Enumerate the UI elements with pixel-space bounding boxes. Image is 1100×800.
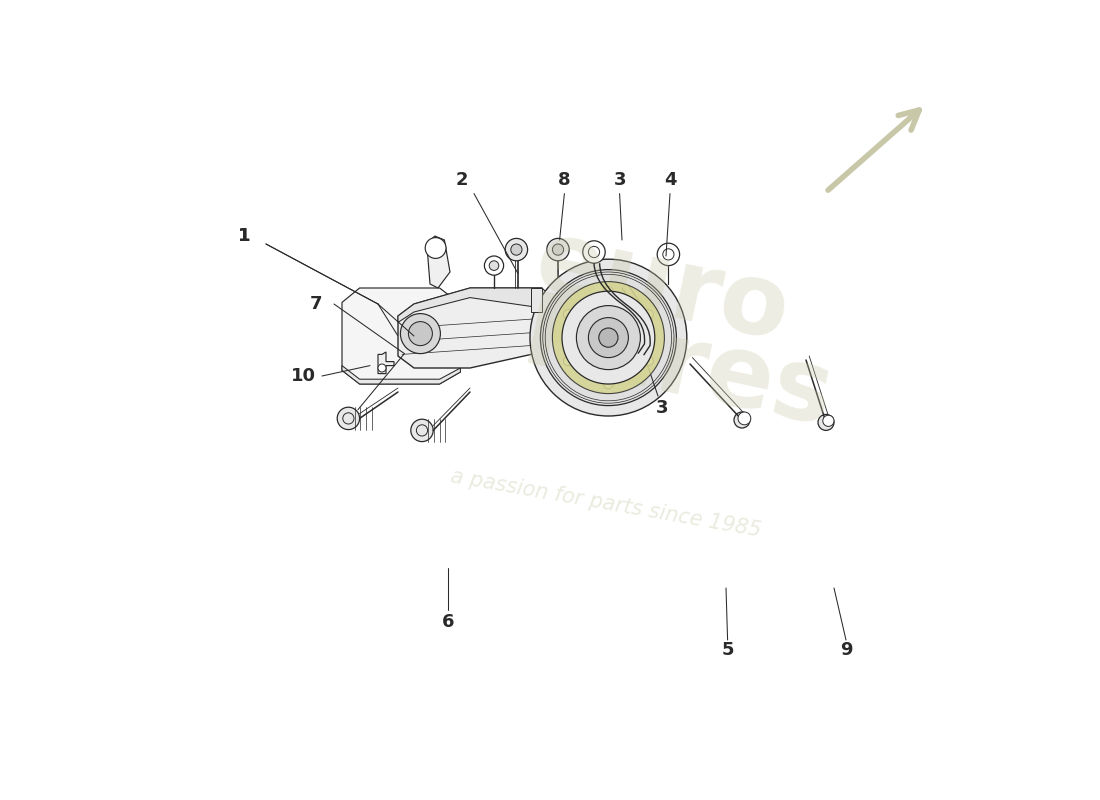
Circle shape xyxy=(410,419,433,442)
Circle shape xyxy=(604,286,613,296)
Circle shape xyxy=(644,310,653,319)
Text: 2: 2 xyxy=(455,171,469,189)
Circle shape xyxy=(598,328,618,347)
Circle shape xyxy=(563,310,573,319)
Text: 9: 9 xyxy=(839,641,853,658)
Polygon shape xyxy=(398,288,554,322)
Circle shape xyxy=(583,241,605,263)
Polygon shape xyxy=(531,288,542,312)
Polygon shape xyxy=(398,288,542,368)
Circle shape xyxy=(734,412,750,428)
Text: 6: 6 xyxy=(442,614,454,631)
Text: euro: euro xyxy=(526,214,798,362)
Circle shape xyxy=(552,244,563,255)
Circle shape xyxy=(490,261,498,270)
Circle shape xyxy=(540,270,676,406)
Text: 8: 8 xyxy=(558,171,571,189)
Circle shape xyxy=(547,238,569,261)
Polygon shape xyxy=(342,366,461,384)
Circle shape xyxy=(823,415,834,426)
Circle shape xyxy=(738,412,751,425)
Circle shape xyxy=(408,322,432,346)
Circle shape xyxy=(563,356,573,366)
Circle shape xyxy=(552,282,664,394)
Polygon shape xyxy=(378,352,394,374)
Text: 5: 5 xyxy=(722,641,734,658)
Circle shape xyxy=(510,244,522,255)
Text: 1: 1 xyxy=(238,227,251,245)
Text: 4: 4 xyxy=(663,171,676,189)
Circle shape xyxy=(604,379,613,389)
Circle shape xyxy=(644,356,653,366)
Text: 1: 1 xyxy=(238,227,251,245)
Text: 7: 7 xyxy=(310,295,322,313)
Text: 10: 10 xyxy=(292,367,316,385)
Circle shape xyxy=(657,243,680,266)
Circle shape xyxy=(576,306,640,370)
Text: a passion for parts since 1985: a passion for parts since 1985 xyxy=(449,467,762,541)
Text: 3: 3 xyxy=(614,171,626,189)
Circle shape xyxy=(484,256,504,275)
Polygon shape xyxy=(427,236,450,288)
Circle shape xyxy=(530,259,686,416)
Text: Pares: Pares xyxy=(514,288,842,448)
Circle shape xyxy=(400,314,440,354)
Circle shape xyxy=(562,291,654,384)
Circle shape xyxy=(426,238,446,258)
Circle shape xyxy=(818,414,834,430)
Circle shape xyxy=(588,318,628,358)
Circle shape xyxy=(630,344,651,365)
Circle shape xyxy=(505,238,528,261)
Circle shape xyxy=(378,364,386,372)
Polygon shape xyxy=(342,288,461,384)
Circle shape xyxy=(338,407,360,430)
Text: 3: 3 xyxy=(656,399,669,417)
